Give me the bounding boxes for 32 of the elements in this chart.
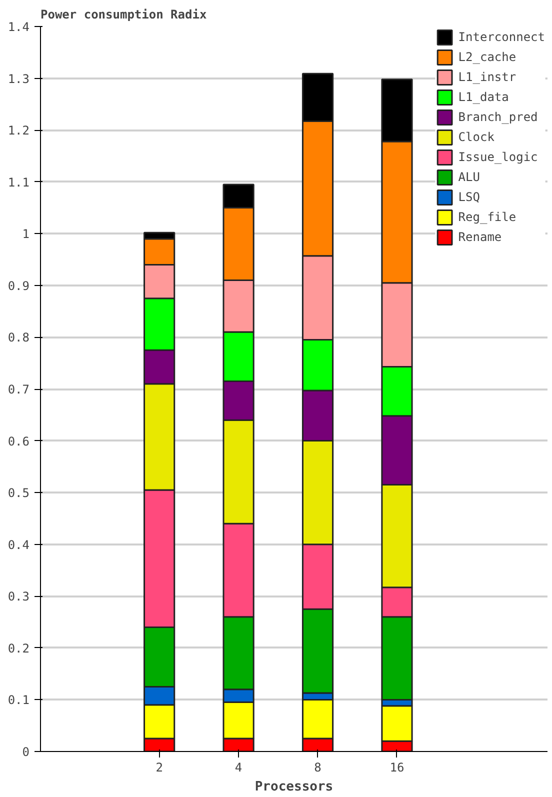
y-tick-label: 0.8 (8, 330, 30, 345)
y-tick-label: 1.1 (8, 175, 30, 190)
x-tick-label: 2 (156, 760, 163, 774)
y-tick-label: 0.6 (8, 434, 30, 448)
legend-label: Rename (458, 230, 502, 244)
legend-label: L1_instr (458, 70, 516, 84)
legend-label: Clock (458, 130, 494, 144)
y-tick-label: 0.9 (8, 278, 30, 293)
y-tick-label: 0 (22, 745, 30, 759)
x-tick-label: 16 (390, 760, 404, 774)
y-tick-label: 0.1 (8, 693, 30, 708)
x-tick-label: 4 (234, 760, 242, 774)
legend-label: Reg_file (458, 210, 516, 224)
legend-label: L2_cache (458, 50, 516, 64)
y-tick-label: 0.3 (8, 590, 30, 604)
legend-label: L1_data (458, 90, 509, 104)
y-tick-label: 1.2 (8, 124, 30, 138)
legend-label: LSQ (458, 190, 480, 204)
y-tick-label: 0.2 (8, 641, 30, 656)
legend-label: Branch_pred (458, 110, 538, 124)
y-tick-label: 0.4 (8, 538, 30, 552)
legend-label: Issue_logic (458, 150, 538, 164)
x-axis-title: Processors (254, 780, 334, 794)
y-tick-label: 0.5 (8, 486, 30, 500)
legend-label: Interconnect (458, 30, 545, 44)
chart-title: Power consumption Radix (40, 8, 207, 22)
legend-label: ALU (458, 170, 480, 184)
y-tick-label: 1 (22, 227, 30, 242)
x-tick-label: 8 (314, 760, 322, 774)
y-tick-label: 1.4 (8, 20, 30, 34)
y-tick-label: 1.3 (8, 72, 30, 86)
y-tick-label: 0.7 (8, 382, 30, 396)
